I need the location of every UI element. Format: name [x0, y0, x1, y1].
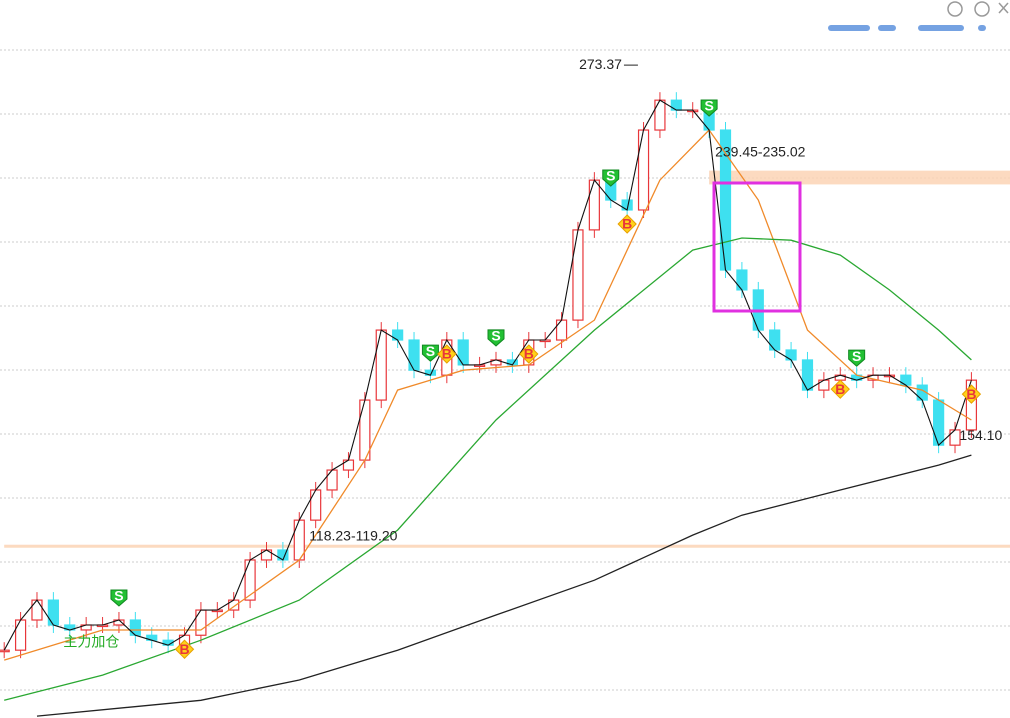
candle: [965, 379, 978, 431]
price-band: [709, 170, 1010, 185]
band-label: 118.23-119.20: [309, 527, 397, 543]
close-icon[interactable]: [998, 2, 1009, 14]
candle: [654, 99, 666, 131]
ma-line: [4, 128, 972, 661]
peak-label: 273.37: [579, 56, 622, 72]
candle: [31, 599, 43, 621]
candle: [555, 319, 568, 341]
candle: [736, 269, 748, 291]
candle: [342, 459, 355, 471]
candle: [588, 179, 600, 231]
sell-label: S: [114, 588, 123, 604]
sell-marker: [110, 589, 128, 607]
low-label: 154.10: [959, 427, 1002, 443]
band-label: 239.45-235.02: [715, 143, 806, 159]
buy-marker: [830, 379, 850, 399]
candle: [769, 329, 781, 351]
sell-label: S: [606, 168, 615, 184]
sell-label: S: [704, 98, 713, 114]
buy-marker: [437, 344, 457, 364]
close-line: [3, 99, 972, 651]
buy-label: B: [966, 386, 976, 402]
candle: [801, 359, 814, 391]
candle: [785, 349, 797, 361]
candle: [637, 129, 650, 211]
highlight-box: [712, 181, 802, 313]
legend-blur: [978, 25, 986, 31]
legend-blur: [918, 25, 964, 31]
sell-marker: [421, 344, 439, 362]
candle: [572, 229, 584, 321]
legend-blur: [878, 25, 896, 31]
buy-label: B: [622, 216, 632, 232]
buy-marker: [519, 344, 539, 364]
candle: [818, 379, 830, 391]
buy-label: B: [524, 346, 534, 362]
sell-label: S: [852, 348, 861, 364]
sell-marker: [700, 99, 718, 117]
sell-label: S: [491, 328, 500, 344]
ma-line: [4, 237, 972, 701]
sell-marker: [487, 329, 505, 347]
candle: [457, 339, 469, 366]
buy-marker: [961, 384, 982, 404]
candle: [933, 399, 945, 446]
price-band: [4, 544, 1010, 548]
sell-marker: [848, 349, 866, 367]
note-label: 主力加仓: [63, 634, 119, 650]
candle: [129, 619, 141, 636]
candle: [359, 399, 371, 461]
buy-marker: [174, 639, 195, 659]
candle: [47, 599, 59, 626]
toolbar: [828, 1, 1009, 31]
legend-blur: [828, 25, 870, 31]
candle: [375, 329, 387, 401]
help-icon[interactable]: [974, 1, 990, 17]
buy-label: B: [179, 641, 189, 657]
sell-label: S: [426, 343, 435, 359]
buy-marker: [617, 214, 637, 234]
candle: [14, 619, 27, 651]
candle: [408, 339, 420, 371]
settings-icon[interactable]: [947, 1, 963, 17]
plot: [0, 49, 1010, 717]
sell-marker: [602, 169, 620, 187]
buy-label: B: [442, 346, 452, 362]
candle: [310, 489, 322, 521]
candle: [326, 469, 338, 491]
buy-label: B: [835, 381, 845, 397]
candle: [244, 559, 256, 601]
ma-line: [36, 454, 972, 717]
candle: [195, 609, 207, 636]
